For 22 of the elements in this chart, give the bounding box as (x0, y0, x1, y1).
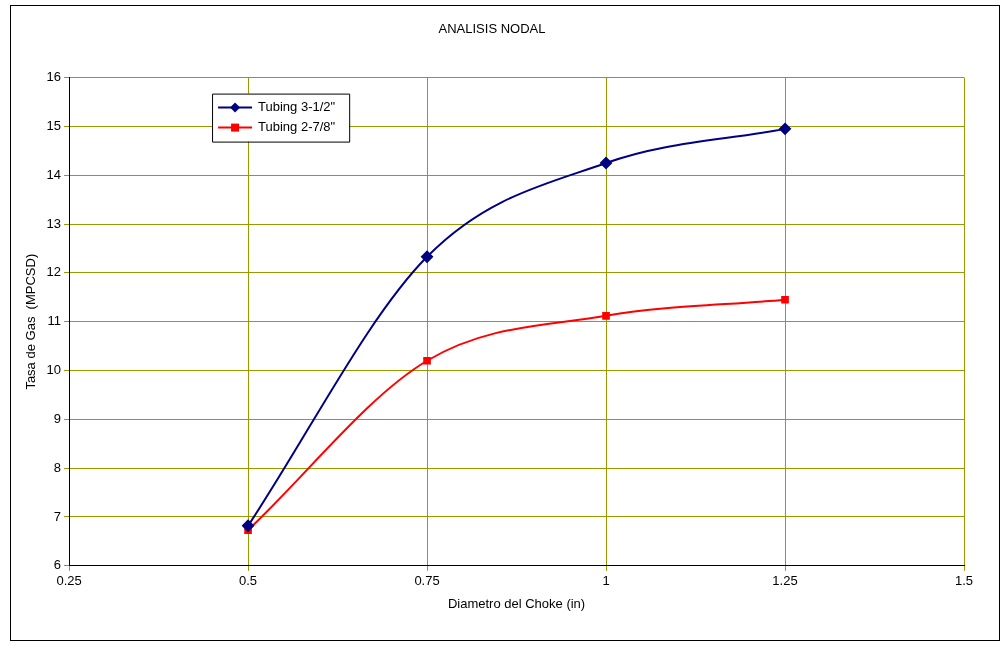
y-tick-label: 7 (53, 508, 62, 524)
y-axis-title: Tasa de Gas (MPCSD) (23, 253, 39, 390)
legend-label: Tubing 2-7/8" (258, 119, 336, 135)
y-tick-label: 15 (46, 118, 62, 133)
y-tick-label: 8 (53, 459, 62, 475)
y-tick-label: 11 (47, 313, 62, 329)
y-tick-label: 9 (53, 410, 62, 426)
chart-title: ANALISIS NODAL (438, 21, 546, 37)
y-tick-label: 10 (46, 362, 62, 378)
x-tick-label: 0.25 (56, 573, 82, 589)
y-tick-label: 13 (46, 215, 62, 231)
x-tick-label: 1.5 (954, 573, 974, 589)
y-tick-label: 16 (46, 69, 62, 85)
x-tick-label: 1.25 (772, 573, 798, 589)
y-tick-label: 12 (46, 264, 62, 280)
x-tick-label: 0.75 (414, 573, 440, 589)
y-tick-label: 14 (46, 166, 62, 182)
x-tick-label: 0.5 (239, 573, 258, 589)
x-tick-label: 1 (602, 573, 610, 589)
legend-label: Tubing 3-1/2" (258, 99, 336, 115)
x-axis-title: Diametro del Choke (in) (447, 595, 586, 611)
y-tick-label: 6 (53, 557, 62, 573)
